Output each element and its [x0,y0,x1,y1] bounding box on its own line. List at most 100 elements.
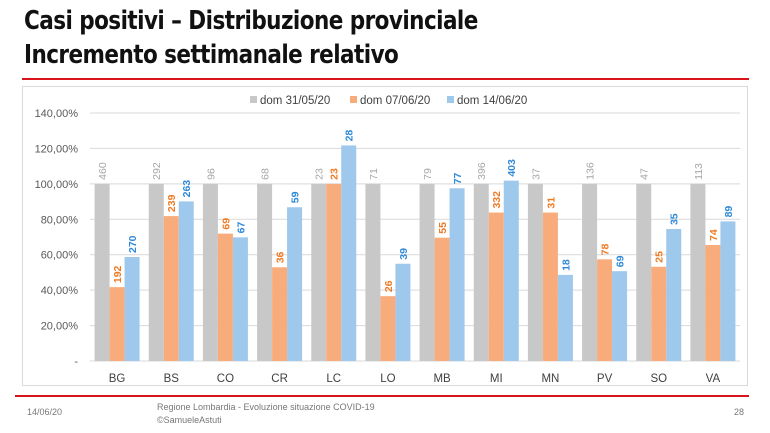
x-tick-label: PV [597,373,613,385]
bar-pv-series-1 [597,259,613,361]
data-label: 47 [639,168,651,180]
legend-label-1: dom 07/06/20 [360,95,430,107]
footer-source-line1: Regione Lombardia - Evoluzione situazion… [157,402,375,412]
bar-mn-series-0 [527,183,543,361]
data-label: 263 [181,180,193,198]
data-label: 36 [275,251,287,263]
bar-mn-series-2 [557,274,573,361]
legend-swatch-0 [250,96,257,103]
data-label: 28 [344,130,356,142]
bar-co-series-2 [232,237,248,361]
bar-bg-series-1 [109,287,125,361]
title-underline [22,78,749,80]
legend-label-2: dom 14/06/20 [457,95,527,107]
bar-so-series-2 [666,229,682,361]
slide-title-line1: Casi positivi – Distribuzione provincial… [24,6,478,36]
bar-cr-series-2 [287,207,303,361]
data-label: 26 [383,280,395,292]
y-tick-label: 100,00% [35,179,79,191]
y-tick-label: 20,00% [41,321,79,333]
bars [94,145,736,361]
bar-va-series-0 [690,183,706,361]
y-tick-label: 60,00% [41,250,79,262]
bar-va-series-1 [705,244,721,361]
data-label: 332 [491,191,503,209]
x-tick-label: MB [433,373,451,385]
bar-lo-series-2 [395,263,411,361]
data-label: 74 [708,229,720,241]
data-label: 69 [220,218,232,230]
bar-co-series-0 [202,183,218,361]
data-label: 37 [530,168,542,180]
data-label: 96 [205,168,217,180]
x-tick-label: CO [217,373,234,385]
data-label: 77 [452,172,464,184]
bar-bg-series-0 [94,183,110,361]
x-tick-label: LO [380,373,395,385]
bar-bg-series-2 [124,257,140,361]
legend-label-0: dom 31/05/20 [260,95,330,107]
bar-mi-series-1 [488,212,504,361]
data-label: 292 [151,162,163,180]
slide-title-line2: Incremento settimanale relativo [24,40,399,70]
data-label: 18 [560,259,572,271]
footer-source-line2: ©SamueleAstuti [157,415,222,425]
data-label: 59 [290,191,302,203]
data-label: 89 [723,206,735,218]
bar-va-series-2 [720,221,736,361]
x-tick-label: MI [490,373,503,385]
data-label: 270 [127,235,139,253]
data-label: 396 [476,162,488,180]
data-label: 23 [329,168,341,180]
data-label: 460 [97,162,109,180]
data-label: 79 [422,168,434,180]
bar-lo-series-0 [365,183,381,361]
bar-mb-series-0 [419,183,435,361]
data-label: 403 [506,159,518,177]
footer-page-number: 28 [734,407,745,417]
slide-title: Casi positivi – Distribuzione provincial… [24,4,478,72]
x-tick-label: SO [650,373,667,385]
bar-cr-series-1 [272,267,288,361]
legend-swatch-1 [350,96,357,103]
x-axis-ticks: BG BS CO CR LC LO MB MI MN PV SO VA [109,373,721,385]
chart-frame [22,86,748,386]
bar-mb-series-1 [434,237,450,361]
data-label: 67 [235,222,247,234]
y-tick-label: 40,00% [41,285,79,297]
y-tick-label: 120,00% [35,143,79,155]
y-tick-label: 140,00% [35,108,79,120]
bar-mi-series-2 [503,180,519,361]
data-label: 25 [654,251,666,263]
bar-lc-series-1 [326,183,342,361]
bar-so-series-1 [651,266,667,361]
bar-mb-series-2 [449,188,465,361]
bar-so-series-0 [636,183,652,361]
data-label: 69 [615,255,627,267]
bar-mi-series-0 [473,183,489,361]
data-label: 68 [260,168,272,180]
bar-bs-series-1 [163,216,179,361]
data-label: 31 [545,197,557,209]
legend-swatch-2 [447,96,454,103]
gridlines [90,112,740,362]
data-label: 113 [693,163,705,180]
footer-date: 14/06/20 [27,407,63,417]
footer-rule [15,395,749,397]
data-label: 192 [112,265,124,283]
bar-co-series-1 [217,233,233,361]
x-tick-label: MN [541,373,559,385]
x-tick-label: LC [326,373,341,385]
y-tick-label: - [74,356,78,368]
data-label: 23 [314,168,326,180]
bar-lo-series-1 [380,296,396,361]
data-label: 78 [600,243,612,255]
y-tick-label: 80,00% [41,214,79,226]
bar-bs-series-0 [148,183,164,361]
bar-mn-series-1 [542,212,558,361]
y-axis-ticks: - 20,00% 40,00% 60,00% 80,00% 100,00% 120,00% 1… [35,108,79,368]
x-tick-label: CR [271,373,288,385]
legend: dom 31/05/20 dom 07/06/20 dom 14/06/20 [250,95,527,107]
